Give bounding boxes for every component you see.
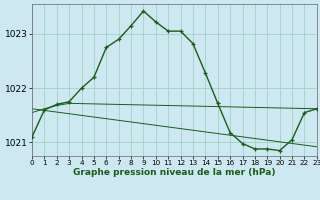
X-axis label: Graphe pression niveau de la mer (hPa): Graphe pression niveau de la mer (hPa) [73,168,276,177]
